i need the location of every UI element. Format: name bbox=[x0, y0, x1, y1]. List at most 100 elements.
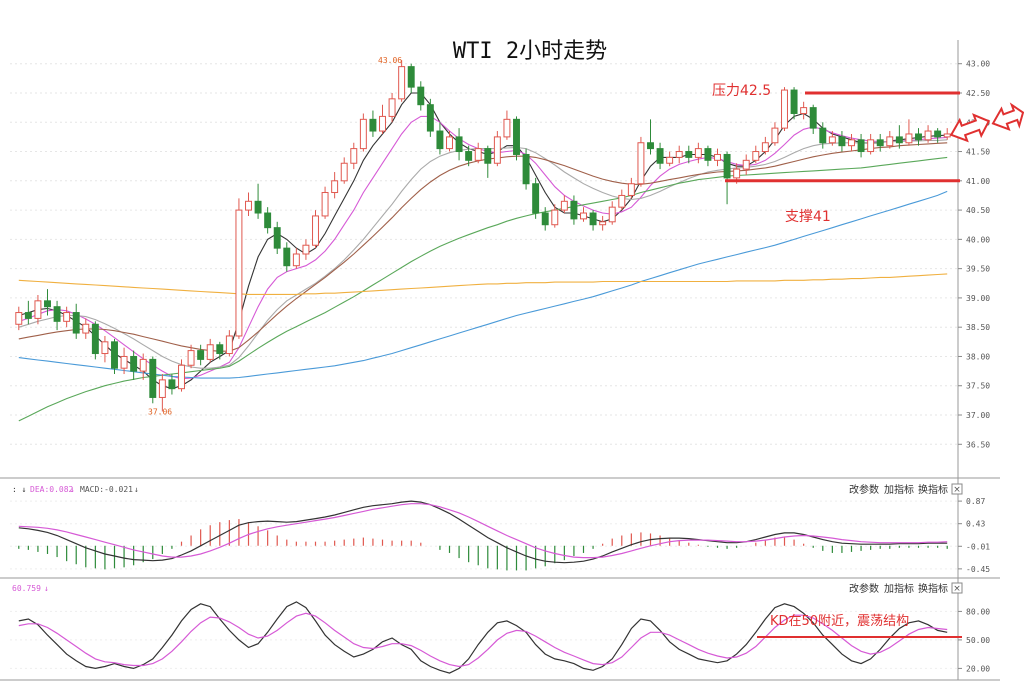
macd-dea-arrow: ↓ bbox=[70, 485, 75, 494]
candle-body bbox=[130, 355, 138, 372]
candle-body bbox=[245, 200, 252, 211]
resistance-label: 压力42.5 bbox=[712, 83, 771, 99]
price-tick-label: 40.50 bbox=[966, 206, 990, 215]
candle-body bbox=[273, 227, 281, 249]
macd-close-button[interactable] bbox=[951, 483, 963, 495]
candle-body bbox=[848, 139, 855, 147]
candle-body bbox=[560, 200, 568, 211]
price-tick-label: 43.00 bbox=[966, 60, 990, 69]
candle-body bbox=[828, 136, 836, 144]
candle-body bbox=[503, 118, 511, 138]
candle-body bbox=[867, 139, 875, 153]
candle-body bbox=[120, 355, 128, 369]
candle-body bbox=[426, 104, 434, 132]
kd-tick-label: 80.00 bbox=[966, 607, 990, 616]
candle-body bbox=[379, 115, 386, 132]
candle-body bbox=[733, 168, 741, 179]
candle-body bbox=[474, 148, 482, 161]
macd-axis-ticks: 0.87 0.43 -0.01 -0.45 bbox=[958, 497, 990, 574]
candle-body bbox=[819, 127, 827, 144]
kd-add-indicator-button[interactable]: 加指标 bbox=[884, 582, 914, 595]
candle-body bbox=[359, 118, 367, 150]
moving-average-line bbox=[18, 142, 948, 352]
candle-body bbox=[599, 221, 607, 226]
candle-body bbox=[91, 323, 99, 355]
candle-body bbox=[943, 133, 951, 138]
candle-body bbox=[206, 344, 214, 360]
kd-close-button[interactable] bbox=[951, 582, 963, 594]
candle-body bbox=[742, 159, 750, 170]
candle-body bbox=[455, 136, 463, 153]
candle-body bbox=[225, 335, 233, 355]
kd-k-line bbox=[18, 601, 948, 674]
candle-body bbox=[771, 127, 779, 144]
candle-body bbox=[752, 151, 760, 161]
candle-body bbox=[197, 350, 205, 360]
macd-lines bbox=[18, 500, 948, 564]
macd-params-button[interactable]: 改参数 bbox=[849, 483, 879, 496]
kd-k-label: 60.759 bbox=[12, 584, 41, 593]
candle-body bbox=[15, 312, 23, 325]
candle-body bbox=[876, 139, 884, 147]
candle-body bbox=[72, 312, 80, 334]
candle-body bbox=[216, 344, 224, 355]
kd-d-line bbox=[18, 612, 948, 668]
candle-body bbox=[608, 206, 616, 223]
kd-params-button[interactable]: 改参数 bbox=[849, 582, 879, 595]
candle-body bbox=[340, 162, 348, 182]
macd-dif-line bbox=[18, 500, 948, 564]
macd-swap-indicator-button[interactable]: 换指标 bbox=[918, 483, 948, 496]
macd-histogram bbox=[18, 519, 948, 571]
price-panel bbox=[10, 40, 958, 478]
candle-body bbox=[350, 148, 358, 164]
moving-average-line bbox=[18, 273, 948, 295]
candle-body bbox=[331, 180, 339, 194]
candle-body bbox=[235, 209, 243, 337]
candle-body bbox=[704, 148, 712, 161]
kd-tick-label: 50.00 bbox=[966, 636, 990, 645]
candle-body bbox=[656, 148, 664, 164]
candle-body bbox=[541, 212, 549, 226]
candle-body bbox=[493, 136, 501, 164]
kd-k-arrow: ↓ bbox=[44, 584, 49, 593]
macd-toolbar: 改参数 加指标 换指标 × bbox=[849, 483, 963, 496]
kd-swap-indicator-button[interactable]: 换指标 bbox=[918, 582, 948, 595]
range-arrow-icon bbox=[949, 102, 1024, 143]
candle-body bbox=[168, 379, 176, 390]
candle-body bbox=[589, 212, 597, 226]
candle-body bbox=[694, 148, 702, 158]
candle-body bbox=[924, 130, 932, 141]
candle-body bbox=[551, 209, 559, 226]
candle-body bbox=[895, 136, 903, 144]
candle-body bbox=[446, 136, 453, 150]
candle-body bbox=[857, 139, 865, 153]
price-tick-label: 39.00 bbox=[966, 294, 990, 303]
candle-body bbox=[647, 142, 654, 150]
price-tick-label: 42.50 bbox=[966, 89, 990, 98]
candle-body bbox=[111, 341, 118, 369]
candle-body bbox=[158, 379, 166, 398]
candle-body bbox=[618, 194, 626, 208]
candle-body bbox=[513, 118, 520, 155]
macd-tick-label: 0.43 bbox=[966, 520, 985, 529]
candle-body bbox=[63, 312, 71, 322]
candle-body bbox=[407, 66, 415, 88]
macd-dea-line bbox=[18, 503, 948, 559]
candle-body bbox=[580, 212, 587, 220]
candle-body bbox=[369, 118, 377, 132]
candle-body bbox=[101, 341, 109, 355]
candle-body bbox=[388, 98, 396, 117]
macd-tick-label: -0.45 bbox=[966, 565, 990, 574]
candle-body bbox=[800, 107, 808, 114]
kd-lines bbox=[18, 601, 948, 674]
kd-toolbar: 改参数 加指标 换指标 × bbox=[849, 582, 963, 595]
price-axis-ticks: 43.0042.5042.0041.5041.0040.5040.0039.50… bbox=[958, 60, 990, 449]
candle-body bbox=[254, 200, 262, 214]
candle-body bbox=[570, 200, 578, 220]
kd-annotation: KD在50附近，震荡结构 bbox=[770, 614, 909, 629]
macd-add-indicator-button[interactable]: 加指标 bbox=[884, 483, 914, 496]
macd-value-label: MACD:-0.021 bbox=[80, 485, 133, 494]
kd-axis-ticks: 80.00 50.00 20.00 bbox=[958, 607, 990, 673]
candle-body bbox=[283, 247, 291, 267]
